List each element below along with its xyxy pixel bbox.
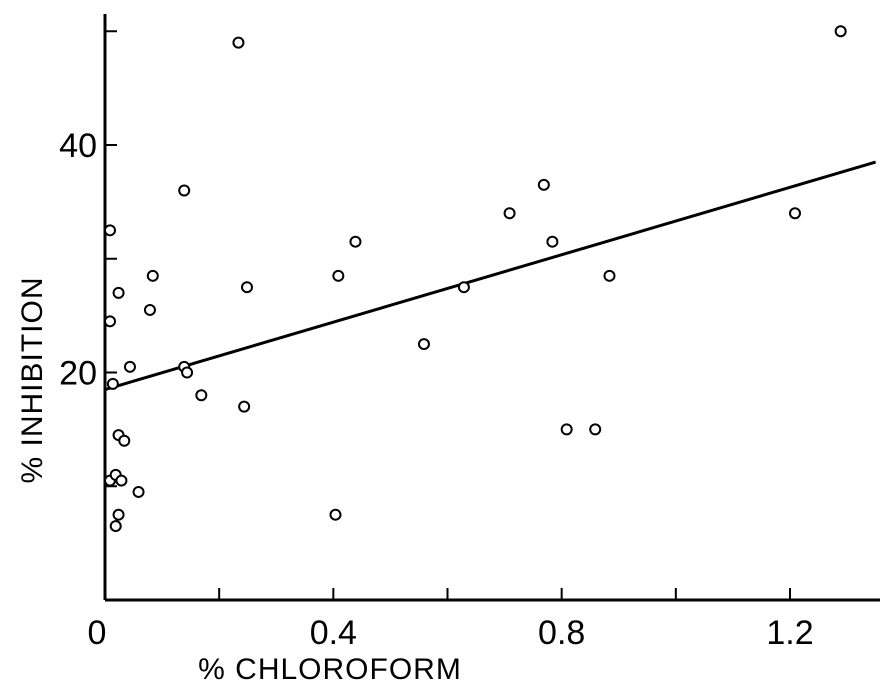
data-point [238, 400, 251, 413]
data-point [834, 25, 847, 38]
fit-line [104, 160, 877, 392]
data-point [349, 235, 362, 248]
data-point [603, 269, 616, 282]
data-point [106, 377, 119, 390]
y-tick-label: 20 [59, 355, 97, 393]
data-point [332, 269, 345, 282]
x-tick-label: 0 [88, 614, 107, 652]
data-points [104, 25, 847, 533]
data-point [546, 235, 559, 248]
data-point [537, 178, 550, 191]
x-tick-label: 0.8 [538, 614, 585, 652]
data-point [195, 389, 208, 402]
y-tick-label: 40 [59, 127, 97, 165]
data-point [112, 286, 125, 299]
data-point [589, 423, 602, 436]
data-point [146, 269, 159, 282]
data-point [178, 184, 191, 197]
data-point [143, 303, 156, 316]
data-point [241, 281, 253, 294]
data-point [132, 485, 145, 498]
data-point [123, 360, 136, 373]
x-tick-labels: 0 0.4 0.8 1.2 [88, 614, 814, 652]
data-point [109, 520, 122, 533]
data-point [789, 207, 801, 220]
x-axis-label: % CHLOROFORM [198, 653, 462, 686]
y-axis-label: % INHIBITION [16, 276, 49, 483]
data-point [104, 224, 116, 237]
x-tick-label: 1.2 [766, 614, 813, 652]
fit-line-group [104, 160, 877, 392]
data-point [560, 423, 573, 436]
x-tick-label: 0.4 [310, 614, 357, 652]
data-point [115, 474, 128, 487]
axes [103, 14, 880, 602]
data-point [104, 315, 116, 328]
data-point [181, 366, 194, 379]
data-point [329, 508, 342, 521]
data-point [232, 36, 245, 49]
data-point [417, 338, 430, 351]
data-point [503, 207, 516, 220]
data-point [118, 434, 131, 447]
data-point [457, 281, 470, 294]
data-point [112, 508, 125, 521]
